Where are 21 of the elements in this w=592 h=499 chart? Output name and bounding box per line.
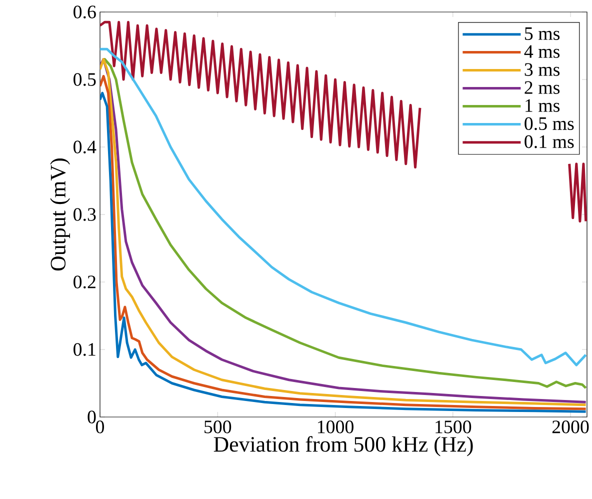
y-tick-label: 0.6 <box>74 6 96 18</box>
x-tick-label: 2000 <box>552 420 589 434</box>
legend-label: 0.5 ms <box>524 117 574 130</box>
x-tick-label: 0 <box>96 420 104 434</box>
legend-label: 3 ms <box>524 63 560 76</box>
legend-label: 5 ms <box>525 27 560 40</box>
x-tick-label: 1000 <box>318 420 354 434</box>
x-axis-title: Deviation from 500 kHz (Hz) <box>214 436 473 456</box>
y-axis-title: Output (mV) <box>50 158 70 271</box>
y-tick-label: 0.3 <box>74 208 96 221</box>
legend-label: 2 ms <box>524 81 560 94</box>
y-tick-label: 0 <box>88 410 96 424</box>
legend-label: 4 ms <box>524 45 560 58</box>
y-tick-label: 0.2 <box>74 276 96 288</box>
x-tick-label: 500 <box>204 420 232 434</box>
y-tick-label: 0.1 <box>74 343 96 356</box>
x-tick-label: 1500 <box>436 420 472 434</box>
y-tick-label: 0.5 <box>74 73 96 86</box>
legend-label: 1 ms <box>526 99 560 112</box>
legend-label: 0.1 ms <box>524 135 574 148</box>
y-tick-label: 0.4 <box>74 140 96 154</box>
